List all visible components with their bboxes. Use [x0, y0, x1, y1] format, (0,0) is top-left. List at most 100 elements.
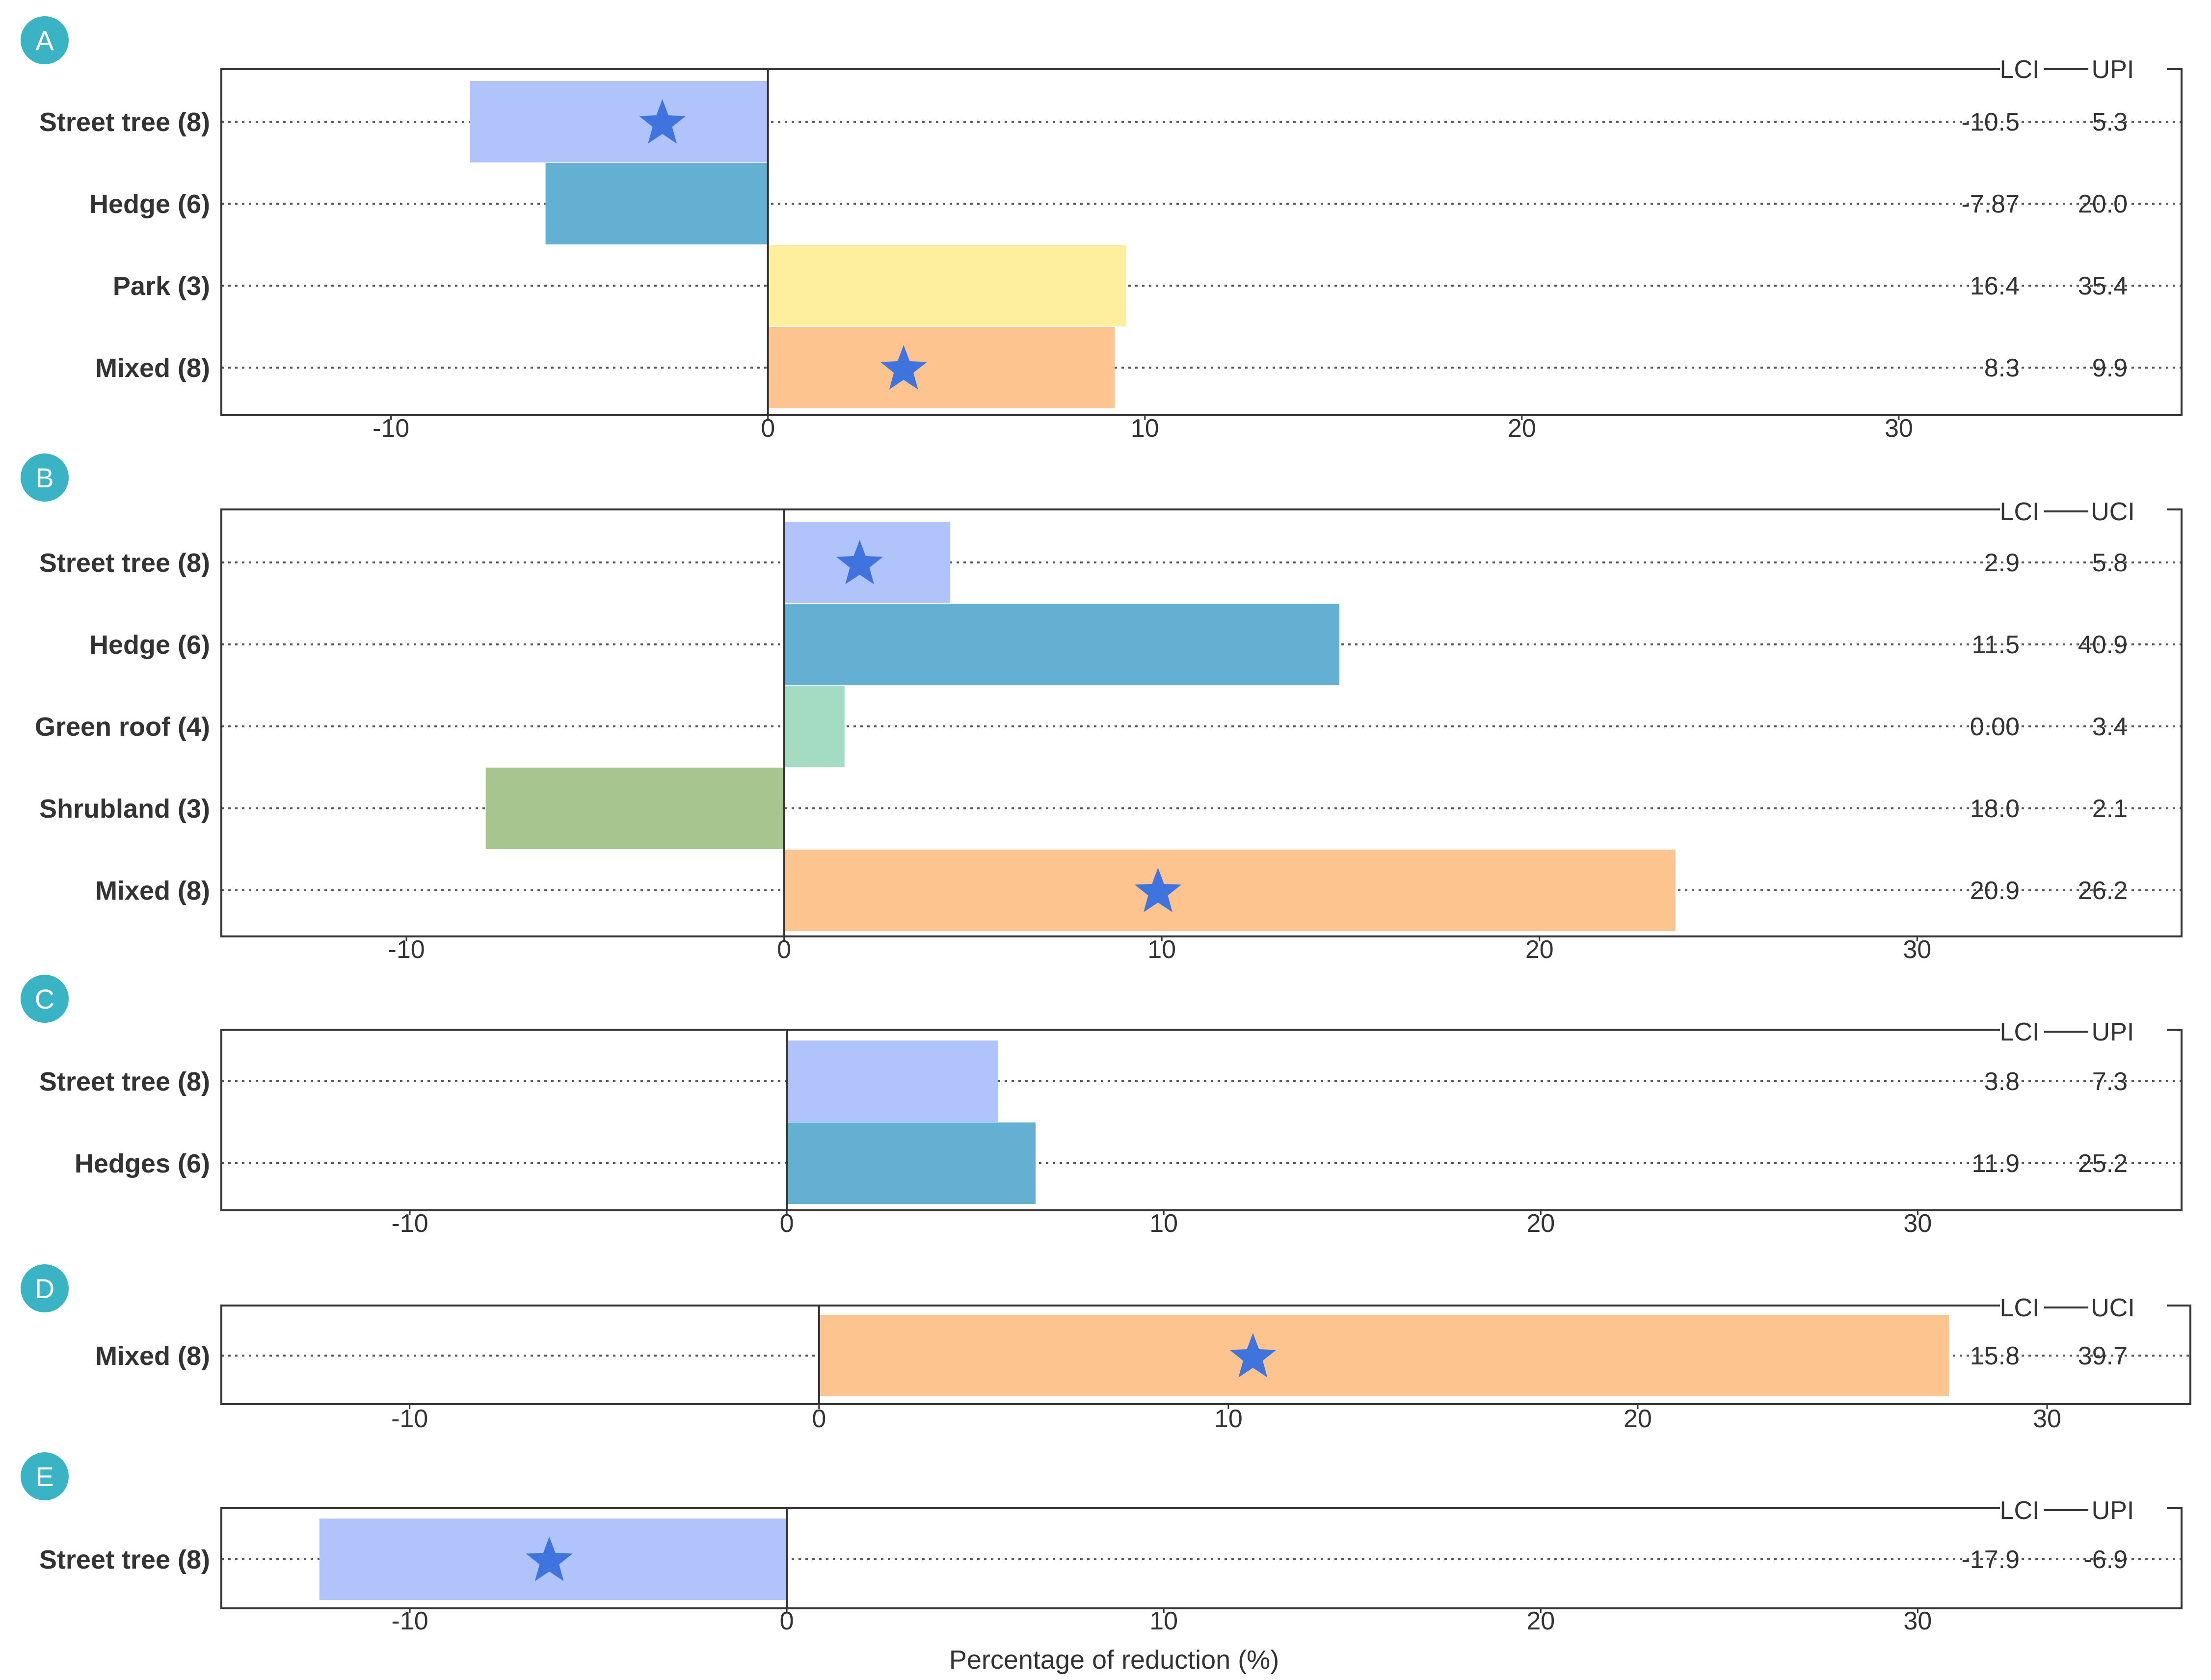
lci-value: -7.87 — [1961, 190, 2020, 218]
lci-value: 2.9 — [1984, 549, 2020, 577]
bar — [768, 327, 1115, 408]
x-tick-label: 0 — [812, 1405, 826, 1433]
lci-header: LCI — [2000, 55, 2040, 84]
bar — [470, 81, 768, 162]
category-label: Park (3) — [113, 271, 210, 301]
x-tick-label: -10 — [391, 1607, 428, 1635]
panel-badge-label: A — [35, 25, 54, 56]
x-tick-label: 0 — [761, 414, 775, 443]
x-tick-label: 20 — [1526, 1209, 1555, 1238]
uci-value: 5.3 — [2092, 108, 2128, 136]
uci-value: 2.1 — [2092, 795, 2128, 823]
bar — [784, 686, 845, 767]
panel-badge-label: B — [35, 462, 53, 493]
uci-header: UPI — [2092, 1496, 2134, 1525]
category-label: Street tree (8) — [39, 107, 210, 137]
uci-value: -6.9 — [2083, 1546, 2128, 1574]
lci-value: -10.5 — [1961, 108, 2020, 136]
x-tick-label: 10 — [1147, 935, 1176, 964]
uci-value: 39.7 — [2078, 1342, 2128, 1370]
lci-value: -17.9 — [1961, 1546, 2020, 1574]
bar — [545, 163, 768, 244]
bar — [485, 768, 784, 849]
x-tick-label: 30 — [2033, 1405, 2061, 1433]
lci-header: LCI — [2000, 498, 2040, 526]
panel-frame — [220, 1305, 2191, 1405]
uci-value: 25.2 — [2078, 1149, 2128, 1178]
star-icon — [1229, 1333, 1277, 1378]
uci-value: 35.4 — [2078, 272, 2128, 300]
category-label: Street tree (8) — [39, 548, 210, 578]
uci-value: 9.9 — [2092, 354, 2128, 382]
lci-value: 20.9 — [1970, 877, 2020, 905]
panel-badge — [21, 1264, 69, 1312]
uci-value: 26.2 — [2078, 877, 2128, 905]
star-icon — [1134, 868, 1182, 912]
category-label: Mixed (8) — [95, 353, 210, 383]
x-tick-label: 10 — [1131, 414, 1159, 443]
panel-badge — [21, 1452, 69, 1500]
x-tick-label: 30 — [1885, 414, 1913, 443]
x-tick-label: 0 — [780, 1607, 794, 1635]
star-icon — [526, 1537, 573, 1581]
bar — [787, 1040, 998, 1122]
uci-header: UCI — [2091, 1294, 2135, 1322]
category-label: Mixed (8) — [95, 1341, 210, 1371]
lci-value: 11.9 — [1972, 1149, 2020, 1178]
panel-badge — [21, 975, 69, 1023]
panel-frame — [220, 1029, 2183, 1211]
bar — [768, 245, 1126, 326]
panel-frame — [220, 508, 2183, 937]
x-tick-label: -10 — [391, 1405, 428, 1433]
category-label: Green roof (4) — [35, 712, 210, 742]
star-icon — [639, 99, 686, 144]
x-tick-label: 0 — [777, 935, 791, 964]
category-label: Street tree (8) — [39, 1545, 210, 1574]
lci-header: LCI — [2000, 1496, 2040, 1525]
panel-badge-label: D — [35, 1273, 54, 1304]
x-tick-label: -10 — [391, 1209, 428, 1238]
lci-value: 16.4 — [1970, 272, 2020, 300]
panel-e: E Street tree (8) -17.9 -6.9 LCI UPI -10 0 10 20 3… — [21, 1452, 2183, 1675]
lci-header: LCI — [2000, 1018, 2040, 1046]
lci-value: 11.5 — [1972, 631, 2020, 659]
x-tick-label: -10 — [373, 414, 409, 443]
panel-frame — [220, 1507, 2183, 1609]
lci-header: LCI — [2000, 1294, 2040, 1322]
panel-badge — [21, 16, 69, 64]
x-tick-label: 20 — [1525, 935, 1554, 964]
star-icon — [880, 345, 927, 390]
x-axis-title: Percentage of reduction (%) — [949, 1645, 1279, 1675]
uci-header: UPI — [2092, 55, 2134, 84]
x-tick-label: 20 — [1624, 1405, 1652, 1433]
uci-value: 7.3 — [2092, 1067, 2128, 1096]
panel-frame — [220, 68, 2183, 416]
lci-value: 8.3 — [1984, 354, 2020, 382]
panel-c: C Street tree (8) 3.8 7.3 Hedges (6) 11.9 25.2… — [21, 975, 2183, 1238]
category-label: Hedges (6) — [75, 1149, 210, 1178]
panel-a: A Street tree (8) -10.5 5.3 Hedge (6) -7.87 20… — [21, 16, 2183, 443]
x-tick-label: 10 — [1214, 1405, 1243, 1433]
uci-header: UPI — [2092, 1018, 2134, 1046]
panel-d: D Mixed (8) 15.8 39.7 LCI UCI -10 0 10 20 30 — [21, 1264, 2191, 1433]
x-tick-label: 20 — [1526, 1607, 1555, 1635]
lci-value: 18.0 — [1970, 795, 2020, 823]
lci-value: 15.8 — [1970, 1342, 2020, 1370]
panel-badge-label: E — [35, 1461, 53, 1492]
star-icon — [836, 540, 883, 585]
bar — [784, 604, 1339, 685]
panel-badge-label: C — [35, 984, 54, 1014]
category-label: Shrubland (3) — [39, 794, 210, 824]
x-tick-label: 30 — [1903, 935, 1931, 964]
bar — [784, 850, 1676, 931]
lci-value: 0.00 — [1970, 713, 2020, 741]
category-label: Hedge (6) — [89, 630, 210, 660]
uci-value: 5.8 — [2092, 549, 2128, 577]
x-tick-label: 10 — [1149, 1607, 1178, 1635]
uci-value: 20.0 — [2078, 190, 2128, 218]
x-tick-label: 0 — [780, 1209, 794, 1238]
x-tick-label: 10 — [1149, 1209, 1178, 1238]
category-label: Hedge (6) — [89, 189, 210, 219]
bar — [819, 1315, 1949, 1396]
